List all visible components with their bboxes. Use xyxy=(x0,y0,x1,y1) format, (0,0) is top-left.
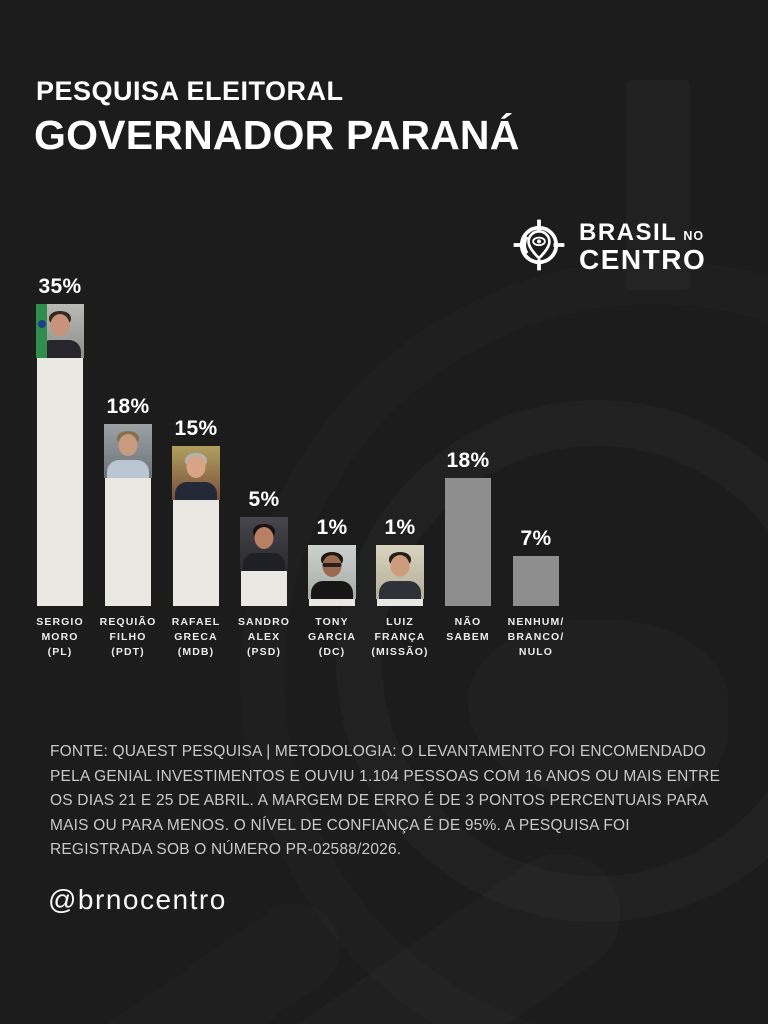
bar-column: 15% xyxy=(162,416,230,606)
bar-category-labels: SERGIO MORO (PL) REQUIÃO FILHO (PDT) RAFAEL GRE… xyxy=(26,615,570,660)
candidate-photo xyxy=(36,303,84,358)
bar-value-label: 18% xyxy=(106,395,150,419)
bar-category-label: REQUIÃO FILHO (PDT) xyxy=(99,616,157,658)
social-handle: @brnocentro xyxy=(48,884,227,915)
bar-value-label: 5% xyxy=(248,487,280,511)
candidate-photo xyxy=(172,445,220,500)
bar-category-label: TONY GARCIA (DC) xyxy=(307,616,356,658)
poll-kicker: PESQUISA ELEITORAL xyxy=(36,76,344,106)
bar xyxy=(173,499,219,606)
bar-column: 5% xyxy=(230,487,298,606)
target-crosshair-pin-eye-icon xyxy=(510,216,568,279)
bar-value-label: 1% xyxy=(316,515,348,539)
bar-category-label: NÃO SABEM xyxy=(446,616,490,643)
bar-category-label: SERGIO MORO (PL) xyxy=(36,616,84,658)
bar-column: 18% xyxy=(94,395,162,606)
bar-column: 1% xyxy=(298,516,366,606)
poll-bar-chart: 35% 18% 15% 5% 1% 1% 18% 7% xyxy=(26,0,570,606)
bar-value-label: 15% xyxy=(174,416,218,440)
candidate-photo xyxy=(104,424,152,479)
page-title: GOVERNADOR PARANÁ xyxy=(34,112,520,158)
logo-text-no: NO xyxy=(683,229,705,243)
bar xyxy=(37,357,83,606)
candidate-photo xyxy=(308,544,356,599)
bar xyxy=(309,598,355,606)
bar-column: 18% xyxy=(434,449,502,606)
logo-text-centro: CENTRO xyxy=(579,244,707,275)
logo-wordmark: BRASIL NO CENTRO xyxy=(579,221,706,274)
bar-column: 35% xyxy=(26,274,94,606)
bar xyxy=(513,556,559,606)
bar-value-label: 35% xyxy=(38,274,82,298)
methodology-source-text: FONTE: QUAEST PESQUISA | METODOLOGIA: O … xyxy=(50,743,721,858)
bar-column: 1% xyxy=(366,516,434,606)
candidate-photo xyxy=(240,516,288,571)
bar-column: 7% xyxy=(502,527,570,606)
bar-category-label: LUIZ FRANÇA (MISSÃO) xyxy=(371,616,429,658)
bar xyxy=(105,478,151,606)
candidate-photo xyxy=(376,544,424,599)
bar xyxy=(445,478,491,606)
logo-text-brasil: BRASIL xyxy=(579,219,678,246)
bar-category-label: SANDRO ALEX (PSD) xyxy=(237,616,291,658)
bar-category-label: NENHUM/BRANCO/NULO xyxy=(507,616,565,658)
bar xyxy=(241,570,287,606)
brasil-no-centro-logo: BRASIL NO CENTRO xyxy=(510,216,706,279)
bar-value-label: 18% xyxy=(446,449,490,473)
bar-category-label: RAFAEL GRECA (MDB) xyxy=(171,616,221,658)
bar xyxy=(377,598,423,606)
bar-value-label: 1% xyxy=(384,515,416,539)
bar-value-label: 7% xyxy=(520,527,552,551)
